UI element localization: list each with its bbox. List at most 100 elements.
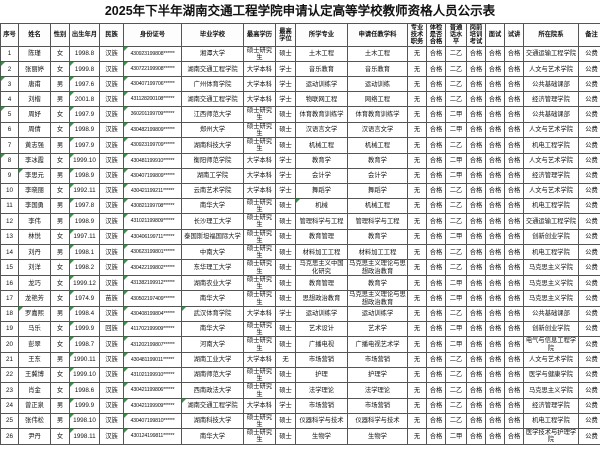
cell-tjsfhg: 合格 <box>426 412 446 430</box>
cell-gqpxks: 合格 <box>466 45 486 63</box>
cell-szyx: 经济管理学院 <box>523 167 579 184</box>
cell-xb: 女 <box>50 106 70 123</box>
cell-szyx: 人文与艺术学院 <box>523 152 579 169</box>
cell-sqrjxk: 法学理论 <box>347 382 408 399</box>
cell-xb: 男 <box>50 305 70 322</box>
cell-xm: 刘洋 <box>18 259 51 276</box>
cell-bz: 公费 <box>578 182 600 199</box>
cell-xh: 3 <box>0 76 19 93</box>
cell-byxx: 湖南交通工程学院 <box>181 61 244 78</box>
table-row: 18 罗嘉熙男 1998.4 汉族 430408199804****** 武汉体育学院 大学… <box>0 305 600 322</box>
cell-byxx: 河南大学 <box>181 336 244 353</box>
column-header-ms: 面试 <box>485 23 505 47</box>
cell-csny: 1998.8 <box>69 45 100 63</box>
cell-xm: 曾正泉 <box>18 397 51 414</box>
cell-mz: 汉族 <box>99 137 124 154</box>
cell-sqrjxk: 广播电视艺术学 <box>347 336 408 353</box>
cell-zyjszw: 无 <box>407 167 427 184</box>
table-row: 4 刘楷男 2001.8 汉族 431128200108****** 湖南交通工程学院 大学… <box>0 91 600 108</box>
table-row: 17 龙艳芳女 1974.9 苗族 430502197409****** 南华大学 硕士研究… <box>0 290 600 307</box>
cell-xb: 女 <box>50 228 70 245</box>
cell-mz: 汉族 <box>99 91 124 108</box>
cell-sqrjxk: 教育学 <box>347 228 408 245</box>
cell-bz: 公费 <box>578 61 600 78</box>
cell-szyx: 交通运输工程学院 <box>523 213 579 230</box>
cell-sqrjxk: 仪器科学与技术 <box>347 412 408 430</box>
cell-byxx: 湖南农业大学 <box>181 274 244 292</box>
cell-mz: 汉族 <box>99 167 124 184</box>
cell-xh: 5 <box>0 106 19 123</box>
cell-sxzy: 护理 <box>295 366 348 384</box>
cell-sqrjxk: 马克思主义理论与思想政治教育 <box>347 290 408 307</box>
cell-pthsp: 二甲 <box>445 320 467 338</box>
cell-xm: 李晓丽 <box>18 182 51 199</box>
cell-mz: 汉族 <box>99 243 124 261</box>
cell-bz: 公费 <box>578 228 600 245</box>
cell-tjsfhg: 合格 <box>426 121 446 139</box>
cell-xh: 19 <box>0 320 19 338</box>
cell-byxx: 湖南科技大学 <box>181 137 244 154</box>
cell-zyjszw: 无 <box>407 61 427 78</box>
cell-mz: 汉族 <box>99 259 124 276</box>
cell-xh: 18 <box>0 305 19 322</box>
column-header-zgxl: 最高学历 <box>243 23 276 47</box>
cell-szyx: 马克思主义学院 <box>523 290 579 307</box>
cell-zgxw: 硕士 <box>275 274 296 292</box>
cell-tjsfhg: 合格 <box>426 428 446 445</box>
column-header-zyjszw: 专业技术职务 <box>407 23 427 47</box>
cell-zgxw: 学士 <box>275 91 296 108</box>
cell-gqpxks: 合格 <box>466 320 486 338</box>
cell-csny: 1998.1 <box>69 243 100 261</box>
cell-sqrjxk: 体育教育训练学 <box>347 106 408 123</box>
cell-csny: 1998.9 <box>69 167 100 184</box>
cell-xm: 刘楷 <box>18 91 51 108</box>
cell-mz: 汉族 <box>99 152 124 169</box>
cell-bz: 公费 <box>578 305 600 322</box>
cell-pthsp: 二甲 <box>445 336 467 353</box>
cell-zyjszw: 无 <box>407 336 427 353</box>
announcement-sheet: 2025年下半年湖南交通工程学院申请认定高等学校教师资格人员公示表 序号 姓名 性别… <box>0 0 600 445</box>
cell-xh: 4 <box>0 91 19 108</box>
cell-szyx: 机电工程学院 <box>523 137 579 154</box>
cell-xh: 25 <box>0 412 19 430</box>
cell-csny: 1999.10 <box>69 152 100 169</box>
cell-sj: 合格 <box>504 61 524 78</box>
cell-pthsp: 二乙 <box>445 305 467 322</box>
cell-csny: 1998.7 <box>69 336 100 353</box>
column-header-gqpxks: 岗前培训考试 <box>466 23 486 47</box>
cell-sj: 合格 <box>504 45 524 63</box>
cell-sfzh: 431021199910****** <box>123 366 182 384</box>
cell-xm: 周倩 <box>18 121 51 139</box>
cell-sxzy: 教育管理 <box>295 274 348 292</box>
cell-tjsfhg: 合格 <box>426 320 446 338</box>
cell-zyjszw: 无 <box>407 351 427 368</box>
cell-zgxl: 硕士研究生 <box>243 320 276 338</box>
cell-zgxw: 学士 <box>275 61 296 78</box>
cell-byxx: 郑州大学 <box>181 121 244 139</box>
cell-csny: 1998.6 <box>69 382 100 399</box>
cell-xh: 17 <box>0 290 19 307</box>
cell-pthsp: 二乙 <box>445 137 467 154</box>
cell-zgxl: 大学本科 <box>243 351 276 368</box>
cell-tjsfhg: 合格 <box>426 382 446 399</box>
cell-sxzy: 运动训练学 <box>295 76 348 93</box>
column-header-sj: 试讲 <box>504 23 524 47</box>
cell-sj: 合格 <box>504 182 524 199</box>
cell-xm: 陈瑾 <box>18 45 51 63</box>
table-row: 26 尹丹女 1998.11 汉族 430124199811****** 南华大学 硕士研究… <box>0 428 600 445</box>
table-row: 23 肖金女 1998.6 汉族 430421199806****** 西南政法大学 硕士研… <box>0 382 600 399</box>
cell-sj: 合格 <box>504 336 524 353</box>
cell-zgxl: 硕士研究生 <box>243 366 276 384</box>
cell-xm: 肖金 <box>18 382 51 399</box>
cell-zgxl: 硕士研究生 <box>243 274 276 292</box>
cell-ms: 合格 <box>485 382 505 399</box>
cell-sfzh: 430502197409****** <box>123 290 182 307</box>
cell-sfzh: 411702199909****** <box>123 320 182 338</box>
cell-sfzh: 430408199804****** <box>123 305 182 322</box>
cell-byxx: 南华大学 <box>181 290 244 307</box>
cell-szyx: 电气与信息工程学院 <box>523 336 579 353</box>
cell-sfzh: 431128200108****** <box>123 91 182 108</box>
cell-sxzy: 机械工程 <box>295 137 348 154</box>
cell-xb: 女 <box>50 121 70 139</box>
cell-szyx: 马克思主义学院 <box>523 274 579 292</box>
